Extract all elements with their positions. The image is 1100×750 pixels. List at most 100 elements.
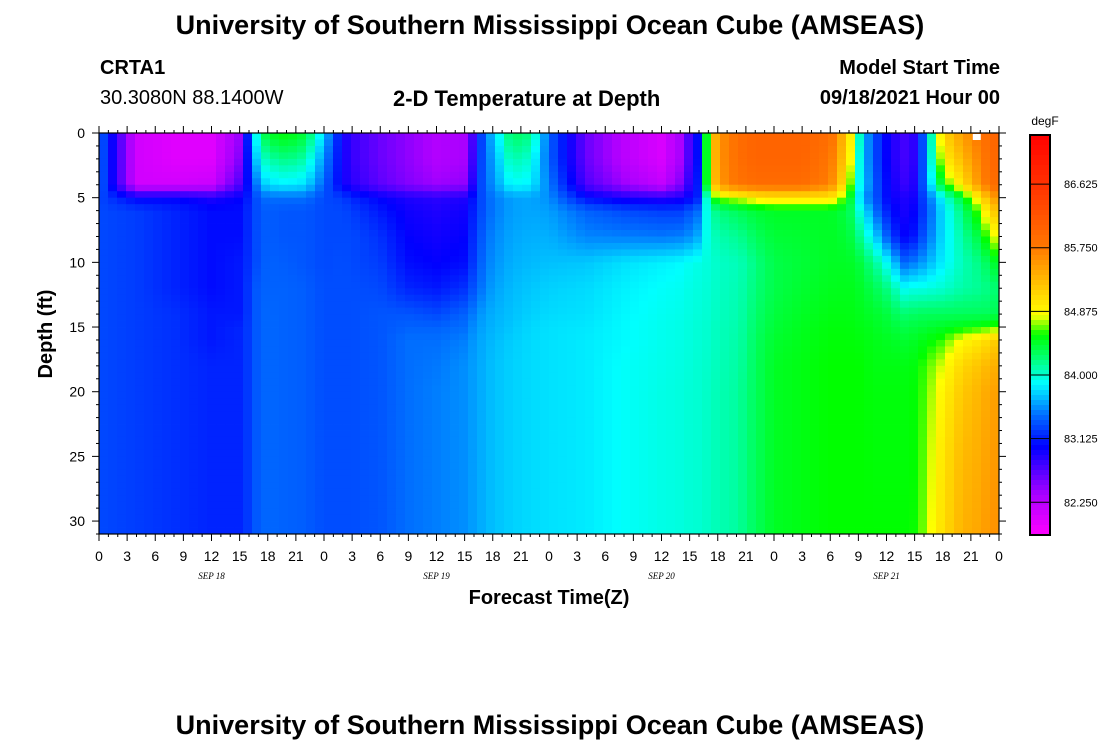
heatmap-cell [369, 514, 379, 522]
heatmap-cell [711, 242, 721, 250]
heatmap-cell [720, 456, 730, 464]
heatmap-cell [252, 327, 262, 334]
heatmap-cell [630, 514, 640, 522]
heatmap-cell [477, 178, 487, 186]
heatmap-cell [531, 514, 541, 522]
heatmap-cell [279, 275, 289, 283]
heatmap-cell [315, 171, 325, 179]
heatmap-cell [135, 288, 145, 296]
heatmap-cell [342, 165, 352, 173]
heatmap-cell [477, 145, 487, 153]
heatmap-cell [729, 443, 739, 451]
heatmap-cell [612, 204, 622, 212]
heatmap-cell [639, 346, 649, 354]
heatmap-cell [711, 262, 721, 270]
heatmap-cell [387, 436, 397, 444]
heatmap-cell [657, 191, 667, 199]
heatmap-cell [630, 301, 640, 309]
heatmap-cell [495, 294, 505, 302]
heatmap-cell [378, 430, 388, 438]
heatmap-cell [270, 236, 280, 244]
heatmap-cell [477, 527, 487, 535]
heatmap-cell [360, 262, 370, 270]
heatmap-cell [189, 314, 199, 321]
heatmap-cell [468, 210, 478, 218]
heatmap-cell [315, 462, 325, 470]
heatmap-cell [117, 230, 127, 237]
heatmap-cell [108, 352, 118, 360]
heatmap-cell [810, 436, 820, 444]
heatmap-cell [684, 145, 694, 153]
heatmap-cell [540, 133, 550, 140]
heatmap-cell [99, 145, 109, 153]
heatmap-cell [108, 365, 118, 373]
heatmap-cell [459, 456, 469, 464]
heatmap-cell [756, 165, 766, 173]
heatmap-cell [576, 469, 586, 477]
heatmap-cell [540, 268, 550, 276]
heatmap-cell [585, 417, 595, 425]
heatmap-cell [117, 404, 127, 412]
heatmap-cell [324, 501, 334, 509]
heatmap-cell [522, 508, 532, 515]
heatmap-cell [549, 191, 559, 199]
heatmap-cell [792, 488, 802, 496]
heatmap-cell [216, 475, 226, 483]
heatmap-cell [324, 449, 334, 457]
heatmap-cell [756, 133, 766, 140]
heatmap-cell [135, 230, 145, 237]
heatmap-cell [540, 436, 550, 444]
heatmap-cell [783, 314, 793, 321]
heatmap-cell [639, 281, 649, 289]
heatmap-cell [441, 475, 451, 483]
heatmap-cell [153, 346, 163, 354]
heatmap-cell [522, 449, 532, 457]
heatmap-cell [342, 462, 352, 470]
heatmap-cell [666, 430, 676, 438]
heatmap-cell [306, 320, 316, 328]
heatmap-cell [702, 469, 712, 477]
heatmap-cell [99, 133, 109, 140]
heatmap-cell [144, 204, 154, 212]
heatmap-cell [144, 230, 154, 237]
heatmap-cell [711, 223, 721, 231]
heatmap-cell [558, 417, 568, 425]
heatmap-cell [135, 514, 145, 522]
heatmap-cell [486, 508, 496, 515]
heatmap-cell [360, 268, 370, 276]
heatmap-cell [153, 262, 163, 270]
heatmap-cell [432, 404, 442, 412]
heatmap-cell [801, 430, 811, 438]
heatmap-cell [738, 359, 748, 367]
heatmap-cell [648, 378, 658, 386]
heatmap-cell [756, 191, 766, 199]
heatmap-cell [252, 133, 262, 140]
heatmap-cell [558, 262, 568, 270]
heatmap-cell [594, 417, 604, 425]
heatmap-cell [522, 223, 532, 231]
heatmap-cell [792, 152, 802, 160]
heatmap-cell [774, 346, 784, 354]
heatmap-cell [657, 398, 667, 406]
heatmap-cell [171, 385, 181, 393]
heatmap-cell [504, 449, 514, 457]
heatmap-cell [333, 307, 343, 315]
heatmap-cell [675, 443, 685, 451]
heatmap-cell [540, 217, 550, 224]
heatmap-cell [711, 462, 721, 470]
heatmap-cell [756, 404, 766, 412]
heatmap-cell [675, 301, 685, 309]
heatmap-cell [441, 294, 451, 302]
heatmap-cell [396, 501, 406, 509]
heatmap-cell [495, 488, 505, 496]
heatmap-cell [738, 249, 748, 257]
heatmap-cell [801, 365, 811, 373]
heatmap-cell [594, 281, 604, 289]
heatmap-cell [135, 139, 145, 147]
heatmap-cell [387, 133, 397, 140]
heatmap-cell [351, 275, 361, 283]
heatmap-cell [423, 346, 433, 354]
heatmap-cell [135, 430, 145, 438]
heatmap-cell [693, 191, 703, 199]
heatmap-cell [234, 391, 244, 399]
